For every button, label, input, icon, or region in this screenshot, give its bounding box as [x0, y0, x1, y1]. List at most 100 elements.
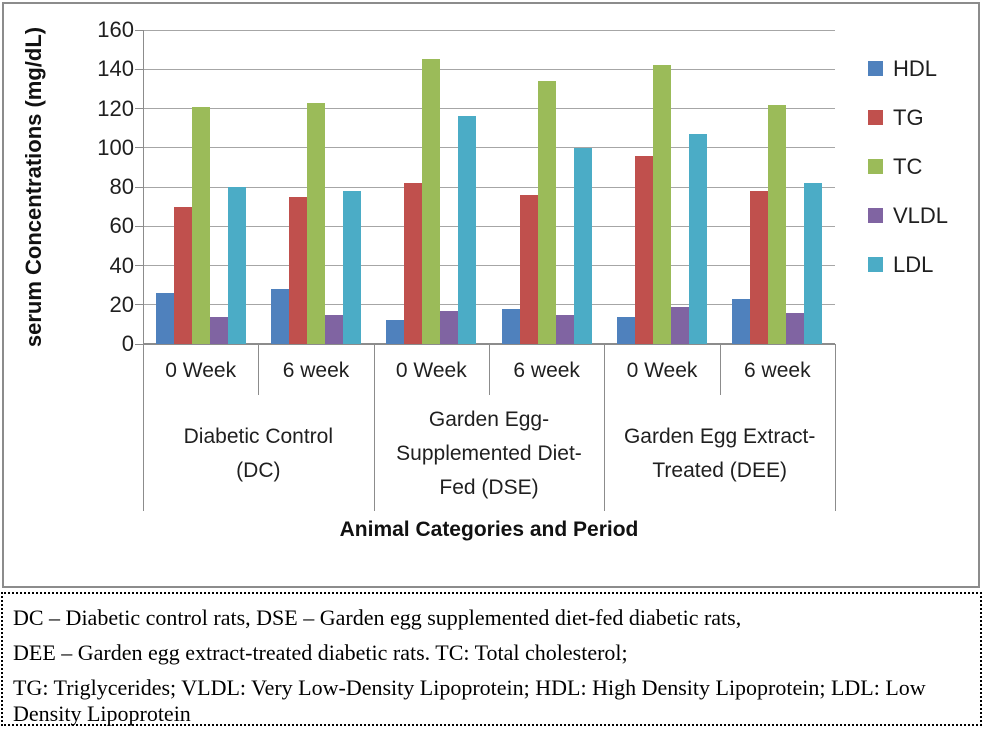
x-group-label-line: Garden Egg-: [428, 408, 550, 431]
category-divider: [719, 344, 721, 395]
y-tick-label: 160: [97, 17, 134, 42]
x-category-label: 6 week: [282, 358, 350, 382]
y-tick-label: 40: [109, 252, 134, 278]
footnote-line: DEE – Garden egg extract-treated diabeti…: [13, 640, 628, 665]
bar-tg-1: [289, 196, 307, 344]
y-axis-line: [143, 30, 144, 344]
gridline: [143, 29, 835, 31]
category-divider: [489, 344, 490, 395]
bar-vldl-0: [209, 316, 228, 344]
x-category-label: 0 Week: [626, 358, 698, 382]
category-divider: [143, 344, 144, 511]
gridline: [143, 147, 835, 149]
x-group-label-line: Fed (DSE): [439, 476, 539, 499]
x-group-label: Garden Egg- Supplemented Diet- Fed (DSE): [374, 397, 605, 511]
gridline: [143, 186, 835, 188]
bar-tc-3: [537, 81, 556, 344]
chart-area: serum Concentrations (mg/dL) Animal Cate…: [2, 2, 980, 588]
x-category-label: 0 Week: [395, 358, 467, 382]
x-group-label-line: (DC): [236, 459, 281, 482]
x-group-label-line: Diabetic Control: [183, 425, 334, 448]
bar-hdl-1: [271, 289, 289, 344]
x-group-label: Garden Egg Extract- Treated (DEE): [604, 397, 835, 511]
bar-hdl-4: [617, 316, 635, 344]
bar-vldl-5: [786, 312, 805, 344]
y-tick-label: 140: [97, 56, 134, 82]
y-tick-label: 0: [121, 331, 134, 356]
bar-hdl-3: [501, 308, 520, 344]
category-divider: [373, 344, 375, 511]
y-axis-tick: [135, 108, 143, 109]
bar-hdl-5: [732, 298, 751, 344]
bar-hdl-0: [155, 292, 174, 344]
y-tick-label: 100: [97, 134, 134, 160]
y-axis-tick: [135, 29, 143, 31]
legend: HDL TG TC VLDL LDL: [868, 44, 948, 289]
x-category-label: 6 week: [513, 358, 580, 382]
legend-swatch-tg: [868, 110, 883, 125]
x-group-label: Diabetic Control (DC): [143, 397, 374, 511]
x-group-label-line: Treated (DEE): [652, 459, 787, 482]
y-axis-tick: [135, 225, 143, 227]
x-axis-title: Animal Categories and Period: [339, 518, 639, 541]
category-divider: [258, 344, 260, 395]
y-tick-label: 60: [109, 213, 134, 239]
bar-tg-0: [173, 206, 192, 344]
bar-tc-0: [191, 106, 210, 344]
legend-label-tg: TG: [893, 104, 924, 130]
bar-tc-1: [307, 102, 325, 344]
legend-swatch-vldl: [868, 208, 883, 223]
y-axis-tick: [135, 304, 143, 306]
bar-tg-2: [404, 183, 423, 344]
bar-ldl-4: [689, 134, 707, 344]
legend-label-tc: TC: [893, 153, 923, 179]
legend-swatch-hdl: [868, 61, 883, 76]
legend-item-tg: TG: [868, 93, 948, 142]
legend-swatch-ldl: [868, 257, 883, 272]
legend-item-ldl: LDL: [868, 240, 948, 289]
gridline: [143, 108, 835, 109]
legend-item-tc: TC: [868, 142, 948, 191]
gridline: [143, 304, 835, 306]
x-category-label: 6 week: [744, 358, 811, 382]
y-axis-tick: [135, 265, 143, 266]
bar-ldl-1: [343, 190, 361, 344]
gridline: [143, 68, 835, 70]
legend-label-hdl: HDL: [893, 55, 938, 81]
bar-vldl-3: [555, 314, 574, 344]
bar-vldl-1: [325, 314, 343, 344]
legend-swatch-tc: [868, 159, 883, 174]
y-axis-tick: [135, 147, 143, 149]
footnote-line: TG: Triglycerides; VLDL: Very Low-Densit…: [13, 675, 926, 726]
bar-tg-5: [750, 190, 769, 344]
legend-item-hdl: HDL: [868, 44, 948, 93]
y-tick-label: 80: [109, 174, 134, 199]
legend-item-vldl: VLDL: [868, 191, 948, 240]
y-tick-label: 120: [97, 95, 134, 121]
bar-tg-3: [519, 194, 538, 344]
bar-ldl-5: [804, 183, 823, 344]
y-axis-tick: [135, 343, 143, 345]
bar-hdl-2: [386, 320, 405, 344]
bar-ldl-0: [227, 187, 246, 344]
gridline: [143, 225, 835, 227]
category-divider: [604, 344, 606, 511]
bar-ldl-2: [458, 116, 477, 344]
x-category-label: 0 Week: [165, 358, 237, 382]
bar-tc-2: [422, 59, 441, 344]
footnote-line: DC – Diabetic control rats, DSE – Garden…: [13, 605, 742, 630]
category-divider: [835, 344, 836, 511]
bar-tc-5: [768, 104, 787, 344]
bar-vldl-4: [671, 306, 689, 344]
x-group-label-line: Supplemented Diet-: [396, 442, 582, 465]
y-axis-title: serum Concentrations (mg/dL): [21, 26, 46, 348]
gridline: [143, 265, 835, 266]
bar-vldl-2: [440, 310, 459, 344]
footnote-box: DC – Diabetic control rats, DSE – Garden…: [1, 592, 982, 726]
bar-ldl-3: [573, 147, 592, 344]
y-axis-tick: [135, 68, 143, 70]
y-tick-label: 20: [109, 291, 134, 317]
bar-tc-4: [653, 65, 671, 344]
x-group-label-line: Garden Egg Extract-: [623, 425, 816, 448]
legend-label-vldl: VLDL: [893, 202, 949, 228]
